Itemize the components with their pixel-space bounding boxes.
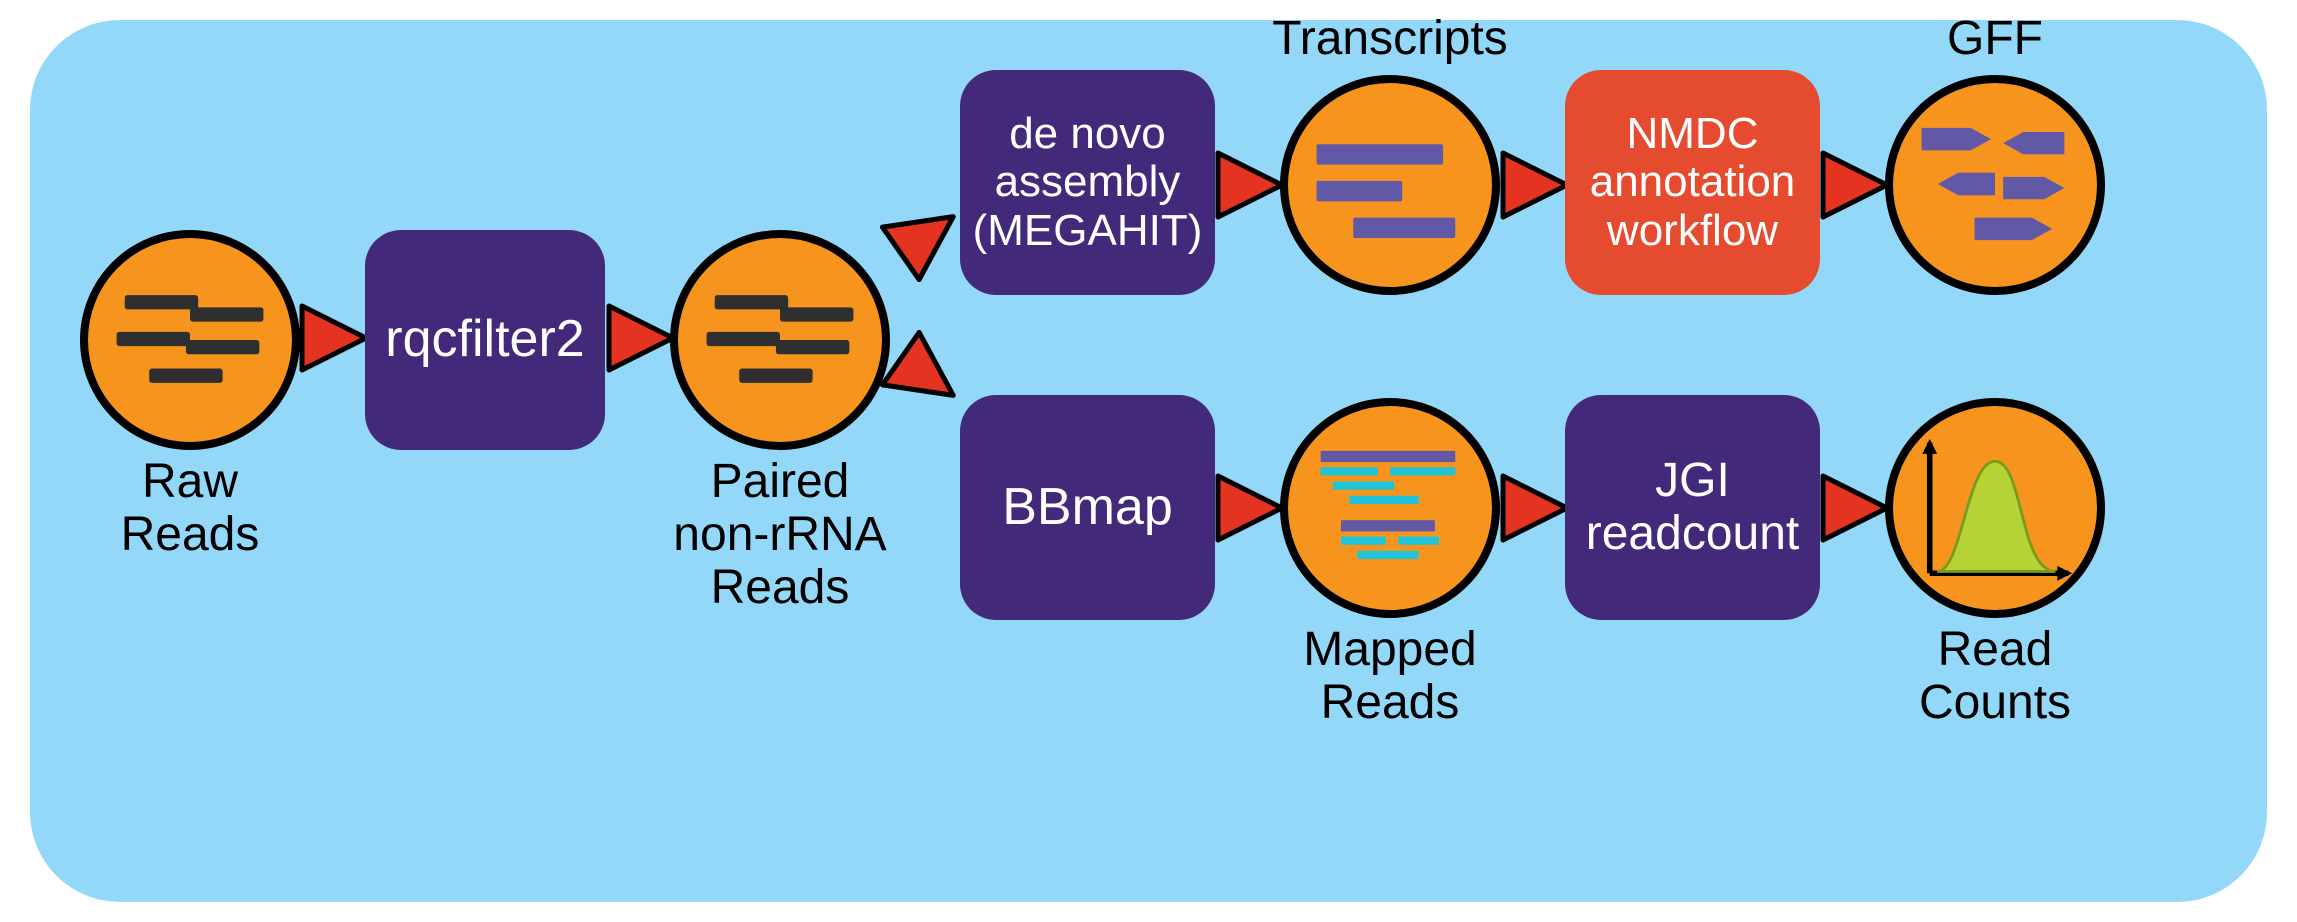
node-gff (1885, 75, 2105, 295)
label-counts: ReadCounts (1825, 624, 2165, 730)
gff-icon (1893, 75, 2097, 295)
node-jgi: JGIreadcount (1565, 395, 1820, 620)
label-transcripts: Transcripts (1220, 13, 1560, 66)
transcripts-icon (1288, 75, 1492, 295)
node-counts (1885, 398, 2105, 618)
label-paired: Pairednon-rRNAReads (610, 456, 950, 614)
workflow-diagram: RawReadsrqcfilter2Pairednon-rRNAReads de … (0, 0, 2297, 922)
reads-dark-icon (678, 230, 882, 450)
node-mapped (1280, 398, 1500, 618)
node-denovo: de novoassembly(MEGAHIT) (960, 70, 1215, 295)
node-paired (670, 230, 890, 450)
node-raw_reads (80, 230, 300, 450)
node-rqcfilter2: rqcfilter2 (365, 230, 605, 450)
node-nmdc: NMDCannotationworkflow (1565, 70, 1820, 295)
node-bbmap: BBmap (960, 395, 1215, 620)
label-raw_reads: RawReads (20, 456, 360, 562)
reads-dark-icon (88, 230, 292, 450)
chart-icon (1893, 398, 2097, 618)
label-mapped: MappedReads (1220, 624, 1560, 730)
label-gff: GFF (1825, 13, 2165, 66)
mapped-icon (1288, 398, 1492, 618)
node-transcripts (1280, 75, 1500, 295)
